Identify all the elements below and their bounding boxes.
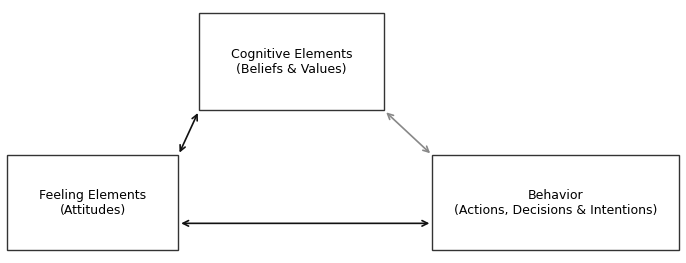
Bar [7,155,178,250]
Bar [199,13,384,110]
Text: Behavior
(Actions, Decisions & Intentions): Behavior (Actions, Decisions & Intention… [454,189,657,216]
Bar [432,155,679,250]
Text: Cognitive Elements
(Beliefs & Values): Cognitive Elements (Beliefs & Values) [230,48,353,76]
Text: Feeling Elements
(Attitudes): Feeling Elements (Attitudes) [39,189,146,216]
